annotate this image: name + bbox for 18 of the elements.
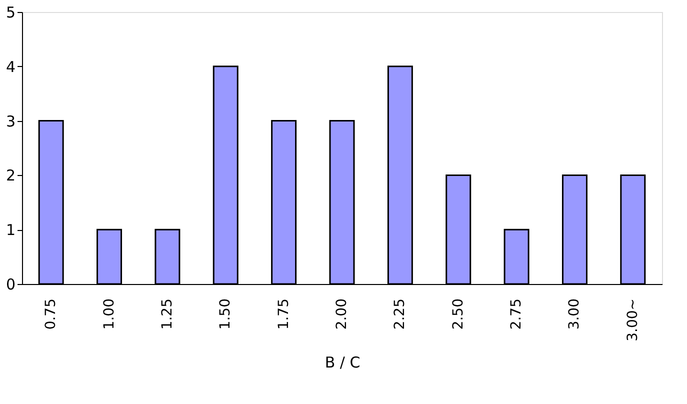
x-axis-title: B / C (324, 353, 360, 372)
y-tick-label: 3 (6, 112, 16, 130)
x-tick-label: 1.25 (159, 298, 176, 330)
x-tick-label: 1.75 (276, 298, 292, 330)
x-tick-label: 2.00 (334, 298, 350, 330)
x-tick-label: 2.25 (392, 298, 408, 330)
y-tick-label: 5 (6, 4, 16, 22)
x-tick-label: 2.75 (508, 298, 525, 330)
x-tick-label: 1.00 (101, 298, 118, 330)
x-tick-label: 2.50 (450, 298, 466, 330)
y-tick-label: 1 (6, 221, 16, 240)
y-tick-label: 0 (6, 276, 16, 294)
x-tick-label: 3.00 (566, 298, 583, 330)
x-tick-label: 0.75 (43, 298, 60, 330)
x-tick-label: 1.50 (218, 298, 234, 330)
y-tick-label: 2 (6, 166, 16, 185)
y-tick-label: 4 (6, 58, 16, 76)
x-tick-label: 3.00~ (624, 298, 641, 342)
